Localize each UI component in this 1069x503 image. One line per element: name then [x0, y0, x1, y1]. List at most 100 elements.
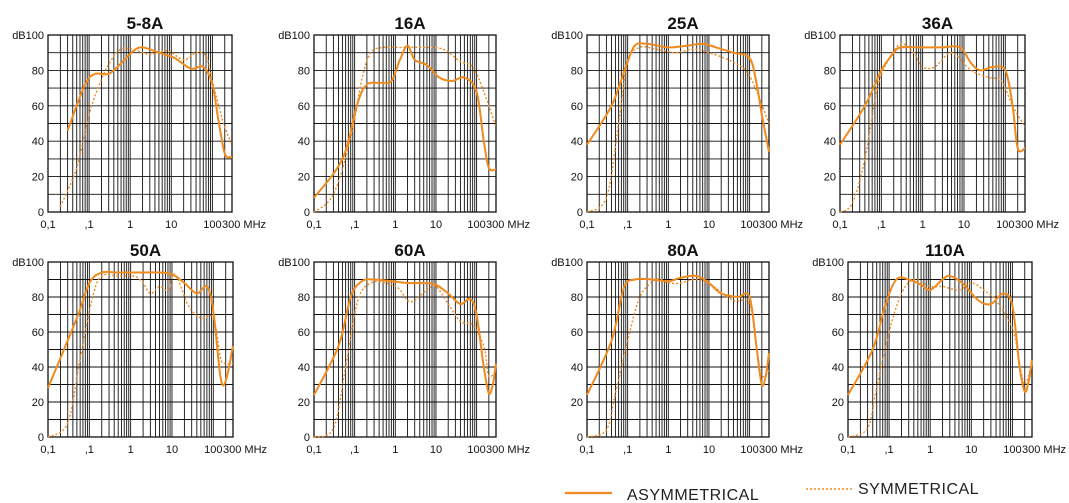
legend-symmetrical-label: SYMMETRICAL	[858, 481, 979, 498]
chart-title: 50A	[130, 241, 161, 260]
y-tick-label: 20	[824, 172, 836, 184]
x-tick-label: 10	[165, 219, 177, 231]
plot-frame	[847, 261, 1033, 438]
asymmetrical-line	[313, 278, 497, 396]
symmetrical-line	[313, 280, 497, 438]
y-tick-label: 20	[32, 172, 44, 184]
y-tick-label: dB100	[551, 30, 583, 42]
x-tick-label: 10	[958, 219, 970, 231]
chart-title: 36A	[922, 14, 953, 33]
x-tick-label: 1	[927, 444, 933, 456]
y-tick-label: 0	[838, 432, 844, 444]
x-tick-label: 1	[127, 219, 133, 231]
x-tick-label: ,1	[623, 219, 632, 231]
y-tick-label: dB100	[804, 30, 836, 42]
y-tick-label: 0	[577, 432, 583, 444]
x-tick-label: 0,1	[832, 219, 847, 231]
legend-asymmetrical-label: ASYMMETRICAL	[627, 487, 759, 503]
y-tick-label: 0	[38, 432, 44, 444]
y-tick-label: 40	[832, 362, 844, 374]
asymmetrical-line	[66, 46, 233, 159]
symmetrical-line	[839, 43, 1026, 213]
chart-panel: 110A 0 20 40 60 80 dB100 0,1 ,1 1 10 100 300 MHz	[812, 241, 1066, 456]
asymmetrical-line	[586, 274, 770, 396]
x-tick-label: 10	[166, 444, 178, 456]
x-tick-label: 100	[467, 444, 485, 456]
y-tick-label: 20	[571, 172, 583, 184]
x-tick-label: ,1	[350, 444, 359, 456]
symmetrical-line	[47, 273, 234, 438]
y-tick-label: 40	[824, 136, 836, 148]
y-tick-label: 40	[32, 136, 44, 148]
x-tick-label: 10	[703, 219, 715, 231]
y-tick-label: 80	[832, 292, 844, 304]
x-tick-label: 0,1	[306, 444, 321, 456]
y-tick-label: dB100	[12, 30, 44, 42]
y-tick-label: 80	[571, 292, 583, 304]
x-tick-label: 0,1	[40, 444, 55, 456]
x-tick-label: 1	[665, 219, 671, 231]
x-tick-label: 0,1	[840, 444, 855, 456]
x-tick-label: 10	[965, 444, 977, 456]
x-tick-label: 1	[920, 219, 926, 231]
chart-title: 25A	[667, 14, 698, 33]
y-tick-label: 20	[298, 397, 310, 409]
y-tick-label: 80	[571, 65, 583, 77]
x-tick-label: 300 MHz	[486, 219, 530, 231]
y-tick-label: 40	[571, 362, 583, 374]
y-tick-label: 60	[298, 101, 310, 113]
y-tick-label: 20	[298, 172, 310, 184]
y-tick-label: 0	[830, 207, 836, 219]
y-tick-label: 0	[38, 207, 44, 219]
x-tick-label: 1	[392, 444, 398, 456]
x-tick-label: 10	[430, 444, 442, 456]
y-tick-label: dB100	[278, 30, 310, 42]
y-tick-label: 0	[577, 207, 583, 219]
y-tick-label: 60	[571, 101, 583, 113]
legend: ASYMMETRICAL SYMMETRICAL	[565, 481, 979, 503]
x-tick-label: 0,1	[40, 219, 55, 231]
y-tick-label: 20	[32, 397, 44, 409]
asymmetrical-line	[47, 270, 234, 389]
x-tick-label: ,1	[350, 219, 359, 231]
x-tick-label: 100	[204, 444, 222, 456]
x-tick-label: 300 MHz	[1022, 444, 1066, 456]
x-tick-label: 10	[703, 444, 715, 456]
y-tick-label: 80	[298, 65, 310, 77]
y-tick-label: dB100	[12, 257, 44, 269]
x-tick-label: 100	[740, 219, 758, 231]
plot-frame	[586, 261, 770, 438]
chart-title: 5-8A	[127, 14, 164, 33]
chart-title: 110A	[925, 241, 965, 260]
chart-title: 16A	[394, 14, 425, 33]
plot-frame	[313, 34, 497, 213]
y-tick-label: 80	[32, 65, 44, 77]
x-tick-label: 10	[430, 219, 442, 231]
y-tick-label: 40	[32, 362, 44, 374]
x-tick-label: 0,1	[579, 444, 594, 456]
asymmetrical-line	[839, 45, 1026, 153]
x-tick-label: ,1	[877, 219, 886, 231]
x-tick-label: 0,1	[306, 219, 321, 231]
x-tick-label: 300 MHz	[759, 219, 803, 231]
y-tick-label: 40	[298, 362, 310, 374]
x-tick-label: 1	[665, 444, 671, 456]
chart-panel: 80A 0 20 40 60 80 dB100 0,1 ,1 1 10 100 300 MHz	[551, 241, 803, 456]
x-tick-label: ,1	[85, 444, 94, 456]
symmetrical-line	[59, 47, 233, 207]
y-tick-label: 60	[832, 327, 844, 339]
y-tick-label: 80	[298, 292, 310, 304]
plot-frame	[839, 34, 1026, 213]
symmetrical-line	[313, 46, 497, 213]
y-tick-label: dB100	[812, 257, 844, 269]
x-tick-label: ,1	[885, 444, 894, 456]
chart-panel: 50A 0 20 40 60 80 dB100 0,1 ,1 1 10 100 300 MHz	[12, 241, 267, 456]
x-tick-label: 100	[740, 444, 758, 456]
x-tick-label: 100	[996, 219, 1014, 231]
x-tick-label: 100	[203, 219, 221, 231]
x-tick-label: 100	[1003, 444, 1021, 456]
plot-frame	[313, 261, 497, 438]
symmetrical-line	[586, 45, 770, 213]
x-tick-label: 300 MHz	[222, 219, 266, 231]
